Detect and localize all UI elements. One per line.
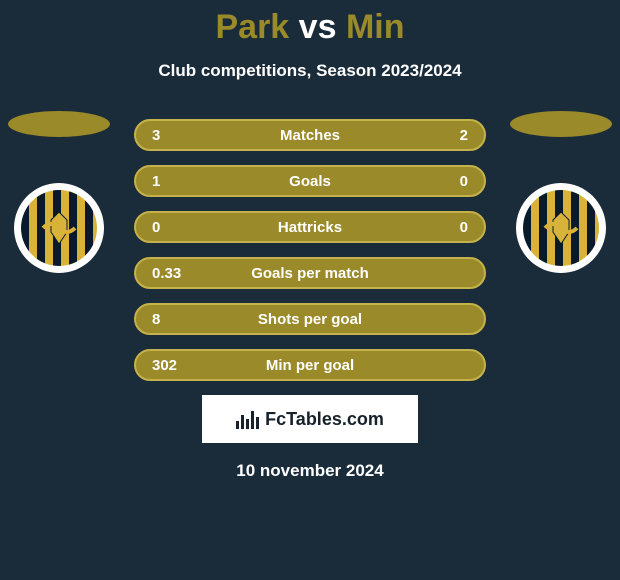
stat-row: 8Shots per goal	[134, 303, 486, 335]
stat-row: 3Matches2	[134, 119, 486, 151]
player2-name: Min	[346, 8, 405, 46]
stat-left-value: 0	[152, 219, 208, 236]
stat-right-value: 2	[412, 127, 468, 144]
club-crest-icon	[523, 190, 599, 266]
stat-left-value: 0.33	[152, 265, 208, 282]
main-layout: 3Matches21Goals00Hattricks00.33Goals per…	[0, 119, 620, 481]
right-club-badge	[516, 183, 606, 273]
stat-left-value: 1	[152, 173, 208, 190]
stat-label: Goals per match	[208, 265, 412, 282]
stat-row: 302Min per goal	[134, 349, 486, 381]
subtitle: Club competitions, Season 2023/2024	[0, 61, 620, 81]
comparison-card: Park vs Min Club competitions, Season 20…	[0, 0, 620, 481]
brand-logo: FcTables.com	[202, 395, 418, 443]
right-player-photo-placeholder	[510, 111, 612, 137]
stats-table: 3Matches21Goals00Hattricks00.33Goals per…	[134, 119, 486, 381]
stat-left-value: 302	[152, 357, 208, 374]
stat-row: 1Goals0	[134, 165, 486, 197]
right-player-column	[506, 111, 616, 273]
player1-name: Park	[215, 8, 289, 46]
stat-label: Hattricks	[208, 219, 412, 236]
stat-right-value: 0	[412, 173, 468, 190]
stat-label: Matches	[208, 127, 412, 144]
stat-left-value: 8	[152, 311, 208, 328]
stat-label: Shots per goal	[208, 311, 412, 328]
page-title: Park vs Min	[0, 8, 620, 47]
brand-text: FcTables.com	[265, 409, 384, 430]
stat-right-value: 0	[412, 219, 468, 236]
left-player-photo-placeholder	[8, 111, 110, 137]
vs-separator: vs	[299, 8, 337, 46]
stat-left-value: 3	[152, 127, 208, 144]
left-club-badge	[14, 183, 104, 273]
club-crest-icon	[21, 190, 97, 266]
left-player-column	[4, 111, 114, 273]
stat-row: 0.33Goals per match	[134, 257, 486, 289]
stat-label: Goals	[208, 173, 412, 190]
stat-row: 0Hattricks0	[134, 211, 486, 243]
date-text: 10 november 2024	[0, 461, 620, 481]
bar-chart-icon	[236, 409, 259, 429]
stat-label: Min per goal	[208, 357, 412, 374]
